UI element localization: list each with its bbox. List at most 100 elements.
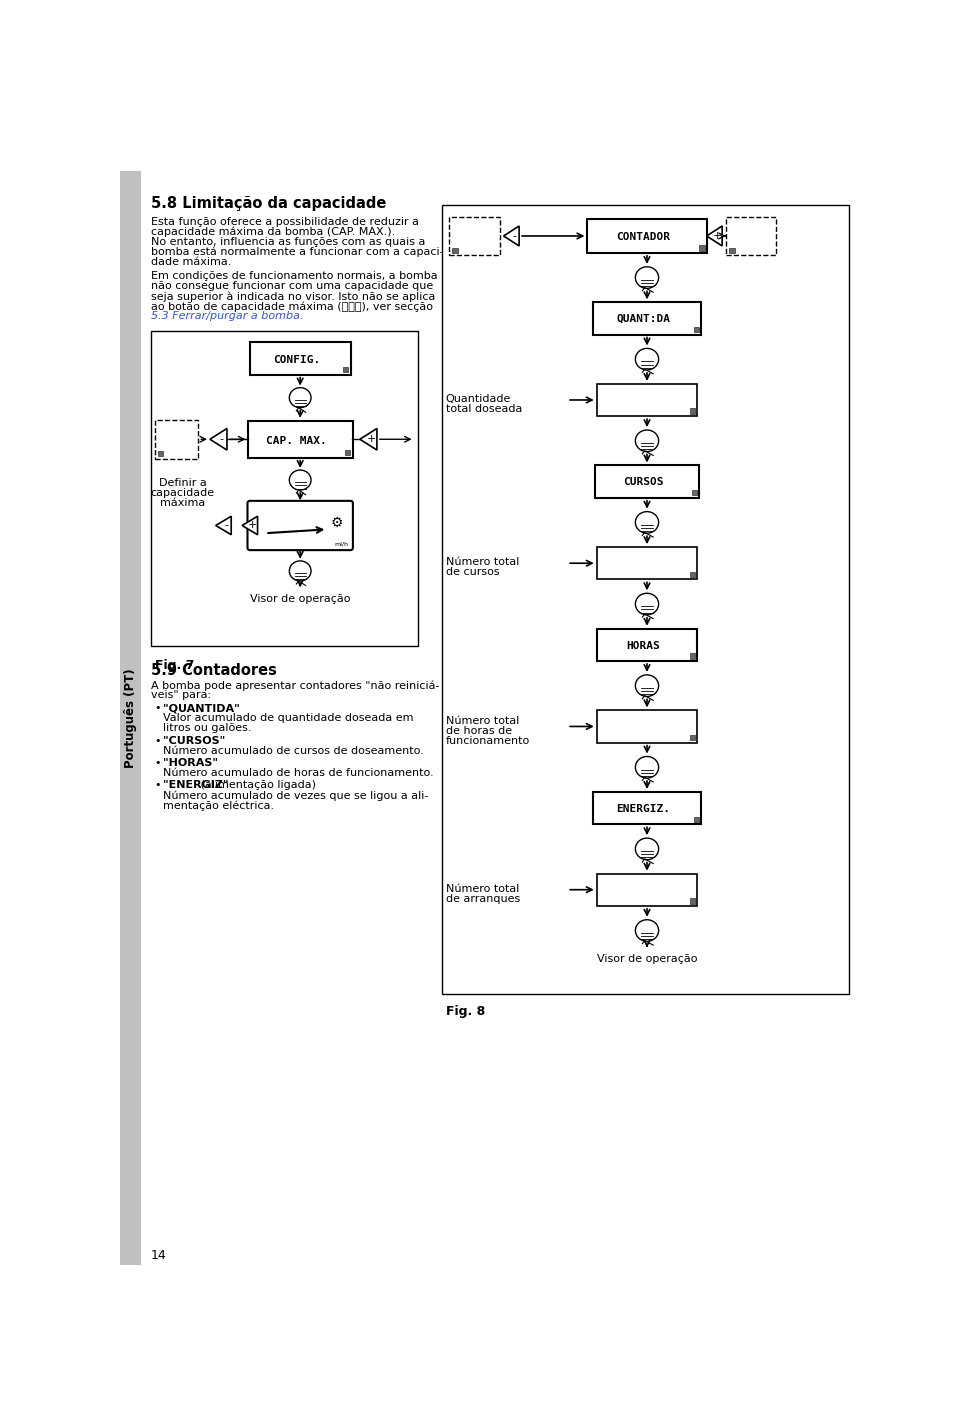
Bar: [596, 628, 697, 661]
Bar: [592, 303, 701, 334]
Bar: [689, 654, 695, 659]
Bar: [120, 171, 141, 1265]
Bar: [155, 421, 199, 459]
Bar: [594, 466, 699, 497]
Text: Número acumulado de vezes que se ligou a ali-: Número acumulado de vezes que se ligou a…: [163, 790, 429, 801]
Text: funcionamento: funcionamento: [445, 736, 530, 746]
Text: total doseada: total doseada: [445, 404, 522, 414]
Bar: [158, 450, 163, 456]
Ellipse shape: [289, 561, 311, 581]
Text: Valor acumulado de quantidade doseada em: Valor acumulado de quantidade doseada em: [163, 713, 414, 723]
Text: ENERGIZ.: ENERGIZ.: [616, 804, 670, 814]
Text: A bomba pode apresentar contadores "não reiniciá-: A bomba pode apresentar contadores "não …: [151, 681, 440, 691]
Text: Quantidade: Quantidade: [445, 394, 511, 404]
Bar: [689, 735, 695, 740]
Text: máxima: máxima: [159, 497, 205, 507]
Polygon shape: [707, 226, 722, 246]
Ellipse shape: [636, 919, 659, 941]
Text: veis" para:: veis" para:: [151, 691, 211, 701]
Text: Português (PT): Português (PT): [124, 668, 136, 767]
Bar: [596, 874, 697, 905]
Ellipse shape: [636, 512, 659, 533]
Polygon shape: [360, 429, 377, 450]
Text: Fig. 8: Fig. 8: [445, 1005, 485, 1019]
Text: capacidade máxima da bomba (CAP. MAX.).: capacidade máxima da bomba (CAP. MAX.).: [151, 227, 396, 237]
Text: mentação eléctrica.: mentação eléctrica.: [163, 800, 275, 811]
Text: •: •: [155, 757, 161, 767]
Text: Esta função oferece a possibilidade de reduzir a: Esta função oferece a possibilidade de r…: [151, 217, 419, 227]
Bar: [689, 898, 695, 904]
Text: capacidade: capacidade: [151, 487, 214, 497]
Ellipse shape: [636, 838, 659, 860]
Ellipse shape: [636, 348, 659, 369]
Text: •: •: [155, 703, 161, 713]
Text: 14: 14: [151, 1249, 167, 1262]
Ellipse shape: [636, 675, 659, 696]
Text: Número total: Número total: [445, 884, 518, 894]
Bar: [689, 571, 695, 577]
Text: Número acumulado de cursos de doseamento.: Número acumulado de cursos de doseamento…: [163, 746, 424, 756]
Text: Número total: Número total: [445, 557, 518, 567]
Text: de horas de: de horas de: [445, 726, 512, 736]
Bar: [345, 450, 350, 455]
Text: CAP. MAX.: CAP. MAX.: [266, 436, 326, 446]
Text: CURSOS: CURSOS: [623, 477, 663, 487]
Bar: [693, 327, 699, 333]
Text: 5.9 Contadores: 5.9 Contadores: [151, 664, 276, 678]
Text: ⚙: ⚙: [330, 516, 343, 530]
Bar: [699, 246, 705, 250]
Text: 5.3 Ferrar/purgar a bomba.: 5.3 Ferrar/purgar a bomba.: [151, 311, 303, 321]
Text: Definir a: Definir a: [158, 477, 206, 487]
Text: ao botão de capacidade máxima (･･･), ver secção: ao botão de capacidade máxima (･･･), ver…: [151, 301, 433, 313]
Text: "HORAS": "HORAS": [163, 757, 219, 767]
Text: HORAS: HORAS: [626, 641, 660, 651]
Ellipse shape: [289, 470, 311, 490]
Bar: [442, 205, 849, 995]
Text: litros ou galões.: litros ou galões.: [163, 723, 252, 733]
Polygon shape: [210, 429, 227, 450]
Bar: [693, 817, 699, 821]
Bar: [452, 247, 458, 253]
Polygon shape: [242, 516, 257, 534]
Text: No entanto, influencia as funções com as quais a: No entanto, influencia as funções com as…: [151, 237, 425, 247]
Bar: [596, 384, 697, 416]
Text: bomba está normalmente a funcionar com a capaci-: bomba está normalmente a funcionar com a…: [151, 247, 444, 257]
Text: "QUANTIDA": "QUANTIDA": [163, 703, 240, 713]
FancyBboxPatch shape: [248, 500, 353, 550]
Bar: [596, 547, 697, 580]
Text: de cursos: de cursos: [445, 567, 499, 577]
Text: de arranques: de arranques: [445, 894, 519, 904]
Text: Fig. 7: Fig. 7: [155, 659, 194, 672]
Text: não consegue funcionar com uma capacidade que: não consegue funcionar com uma capacidad…: [151, 281, 433, 291]
Text: (alimentação ligada): (alimentação ligada): [197, 780, 316, 790]
Text: Número acumulado de horas de funcionamento.: Número acumulado de horas de funcionamen…: [163, 767, 434, 779]
Text: "CURSOS": "CURSOS": [163, 736, 226, 746]
Ellipse shape: [636, 431, 659, 452]
Bar: [151, 331, 419, 647]
Text: QUANT:DA: QUANT:DA: [616, 314, 670, 324]
Text: dade máxima.: dade máxima.: [151, 257, 231, 267]
Text: Em condições de funcionamento normais, a bomba: Em condições de funcionamento normais, a…: [151, 271, 438, 281]
Ellipse shape: [636, 756, 659, 779]
Bar: [726, 217, 777, 256]
Ellipse shape: [636, 267, 659, 288]
Text: CONTADOR: CONTADOR: [616, 232, 670, 242]
Text: +: +: [712, 232, 722, 242]
Bar: [449, 217, 500, 256]
Text: CONFIG.: CONFIG.: [273, 355, 320, 365]
Bar: [250, 342, 350, 375]
Ellipse shape: [636, 593, 659, 615]
Polygon shape: [216, 516, 231, 534]
Bar: [343, 367, 348, 372]
Bar: [587, 219, 708, 253]
Text: seja superior à indicada no visor. Isto não se aplica: seja superior à indicada no visor. Isto …: [151, 291, 436, 301]
Ellipse shape: [289, 388, 311, 408]
Text: +: +: [248, 520, 257, 530]
Bar: [691, 490, 697, 496]
Text: ml/h: ml/h: [334, 541, 348, 546]
Text: -: -: [219, 435, 224, 445]
Text: •: •: [155, 736, 161, 746]
Bar: [248, 421, 352, 458]
Polygon shape: [504, 226, 519, 246]
Bar: [596, 710, 697, 743]
